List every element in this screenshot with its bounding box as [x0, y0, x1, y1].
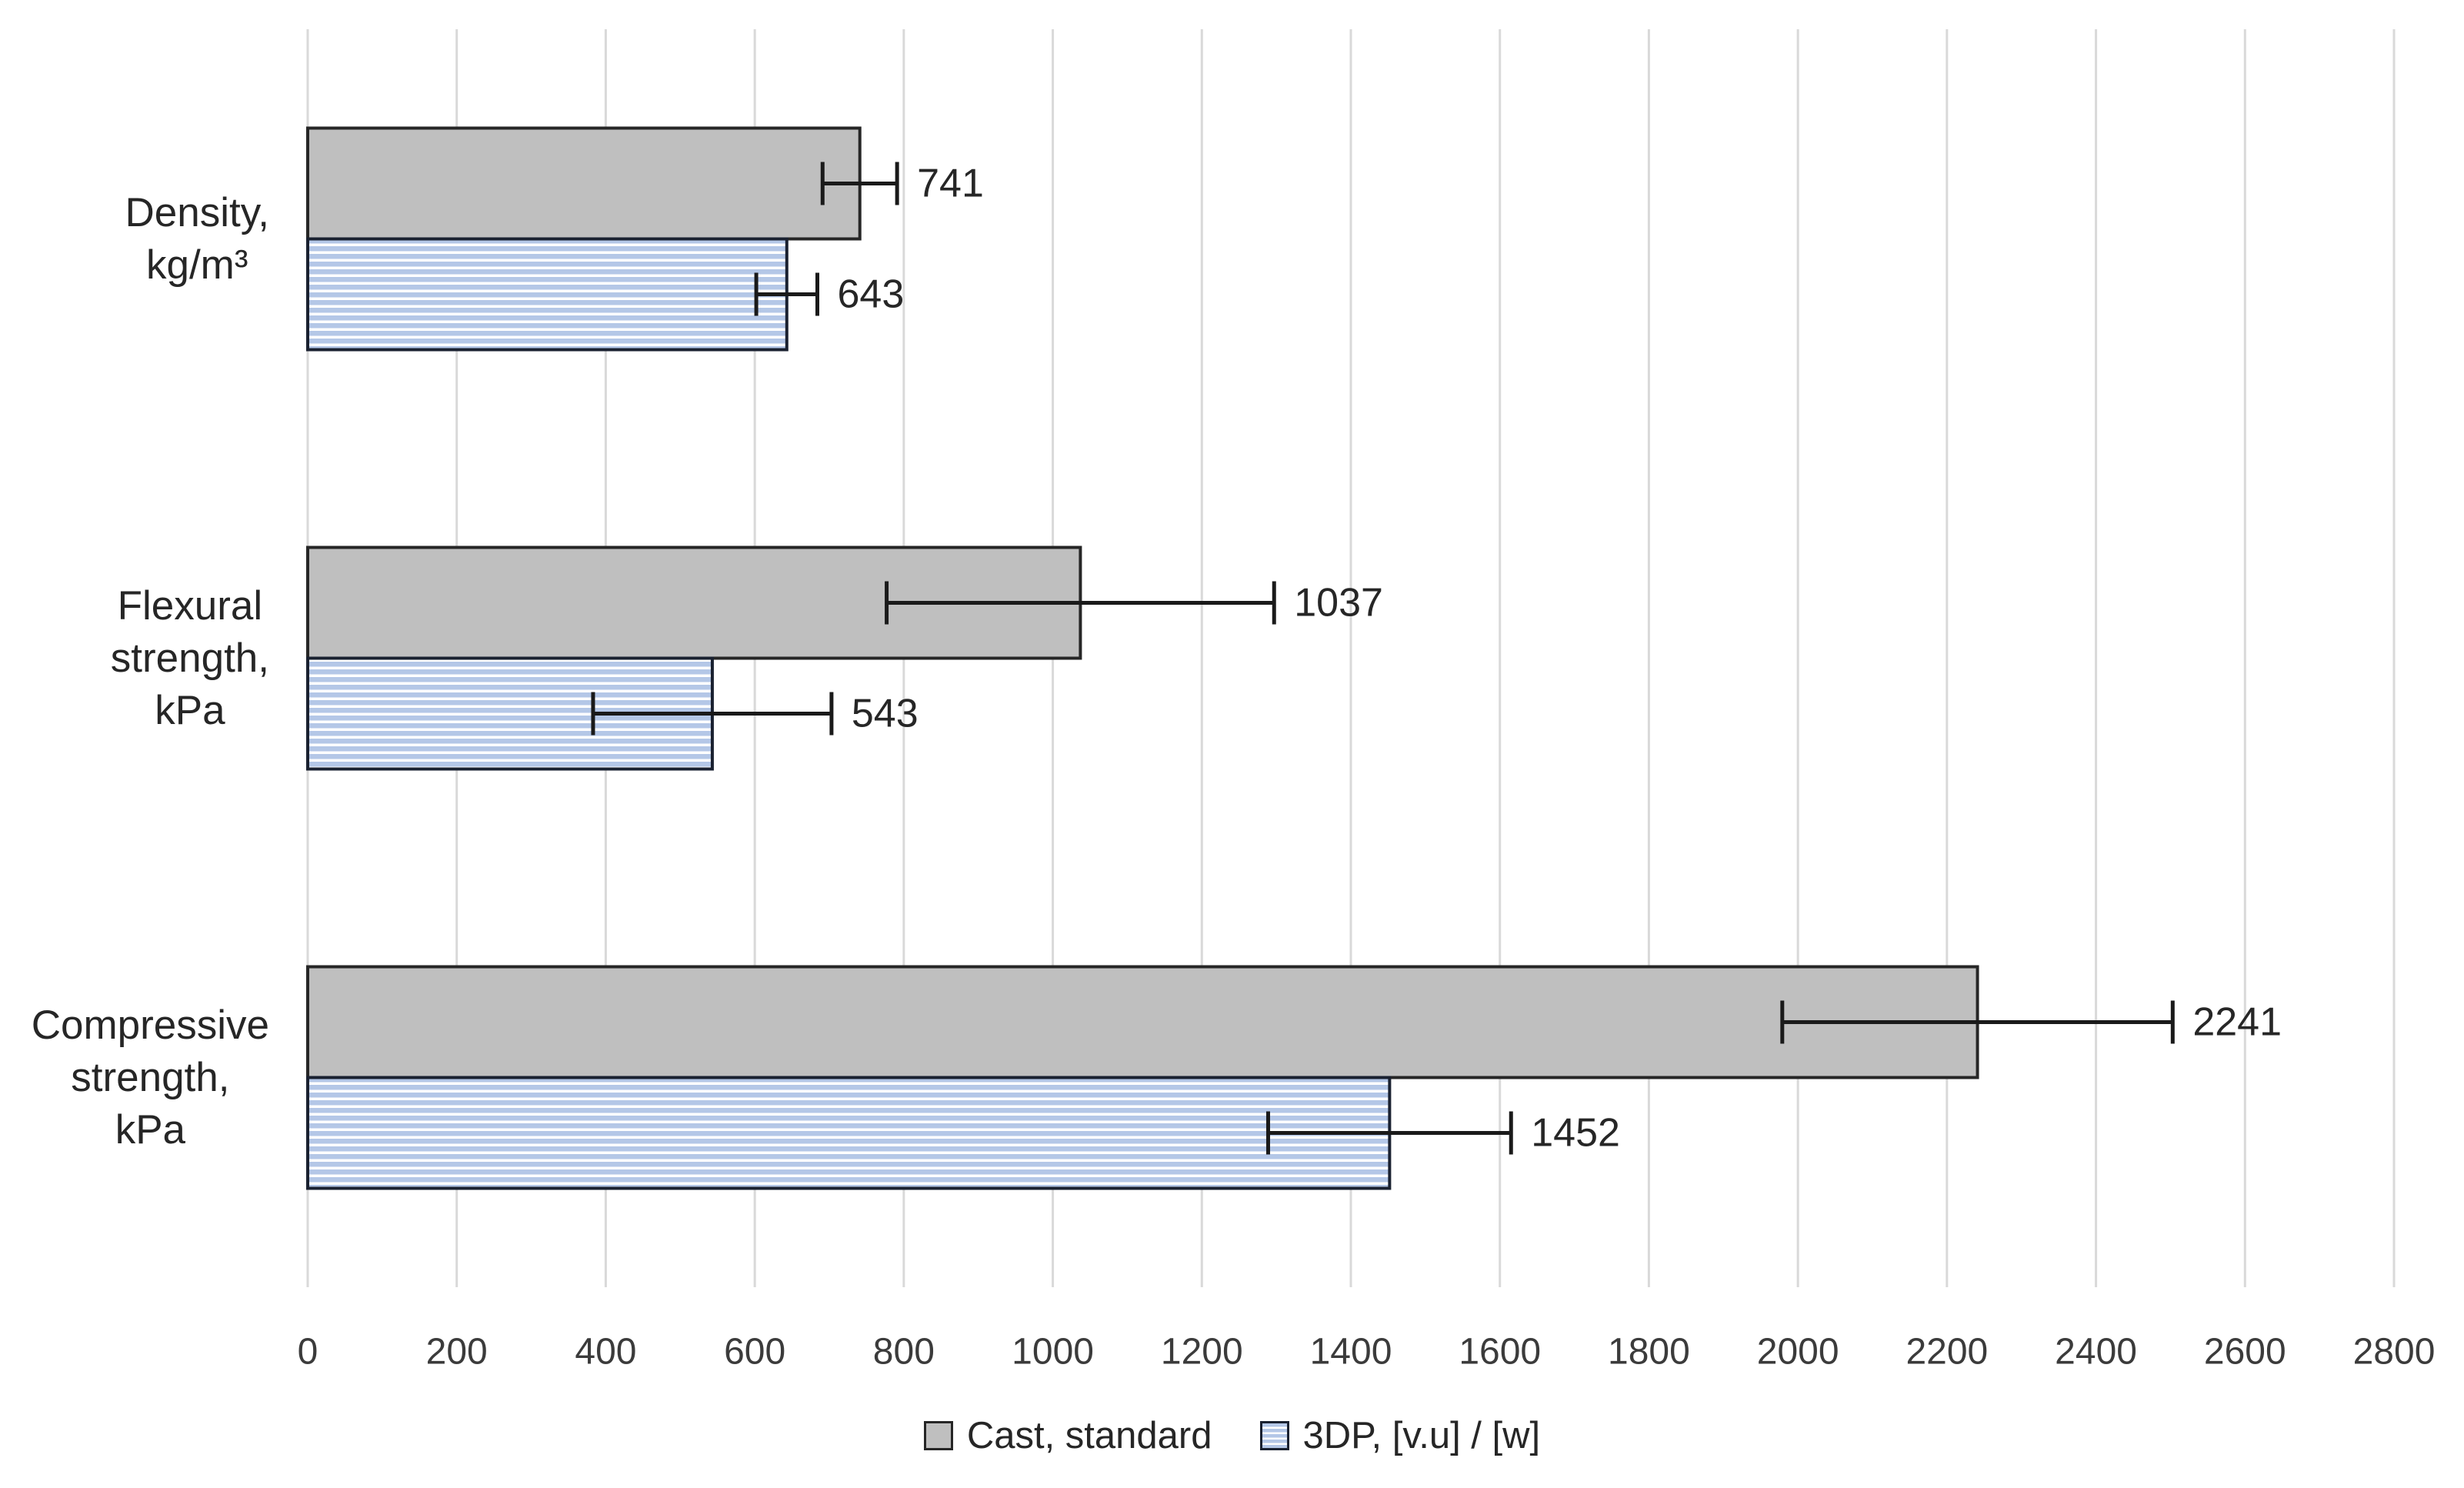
x-tick-label: 2200: [1906, 1332, 1988, 1373]
legend-swatch-3dp: [1259, 1421, 1289, 1450]
x-tick-label: 1200: [1161, 1332, 1243, 1373]
x-tick-label: 600: [724, 1332, 785, 1373]
legend-item-cast: Cast, standard: [923, 1414, 1212, 1457]
category-label-text: Density, kg/m³: [125, 189, 269, 288]
bar-value-label: 543: [852, 692, 919, 736]
bar-value-label: 741: [917, 162, 984, 206]
x-tick-label: 200: [426, 1332, 488, 1373]
x-tick-label: 400: [575, 1332, 636, 1373]
bar-value-label: 643: [838, 272, 905, 317]
category-label-text: Compressive strength, kPa: [31, 1002, 269, 1153]
x-tick-label: 1600: [1459, 1332, 1541, 1373]
x-tick-label: 2000: [1757, 1332, 1839, 1373]
category-label: Density, kg/m³: [0, 179, 308, 299]
x-tick-label: 2800: [2353, 1332, 2436, 1373]
legend-label-cast: Cast, standard: [966, 1415, 1212, 1456]
x-tick-label: 1400: [1310, 1332, 1392, 1373]
legend-item-3dp: 3DP, [v.u] / [w]: [1259, 1414, 1541, 1457]
x-tick-label: 800: [873, 1332, 935, 1373]
bar-value-label: 2241: [2192, 1000, 2282, 1045]
x-tick-label: 1800: [1608, 1332, 1690, 1373]
bar-3dp: [306, 237, 789, 352]
category-label-text: Flexural strength, kPa: [110, 582, 269, 733]
bar-cast: [306, 965, 1979, 1079]
bar-value-label: 1452: [1531, 1111, 1620, 1156]
bar-value-label: 1037: [1294, 581, 1383, 626]
bar-3dp: [306, 1076, 1392, 1190]
legend-swatch-cast: [923, 1421, 953, 1450]
category-label: Flexural strength, kPa: [0, 572, 308, 745]
x-tick-label: 1000: [1012, 1332, 1094, 1373]
category-label: Compressive strength, kPa: [0, 992, 308, 1164]
bar-cast: [306, 126, 862, 241]
legend: Cast, standard 3DP, [v.u] / [w]: [0, 1406, 2464, 1465]
x-tick-label: 0: [298, 1332, 318, 1373]
legend-label-3dp: 3DP, [v.u] / [w]: [1302, 1415, 1541, 1456]
x-tick-label: 2600: [2204, 1332, 2286, 1373]
x-tick-label: 2400: [2055, 1332, 2137, 1373]
